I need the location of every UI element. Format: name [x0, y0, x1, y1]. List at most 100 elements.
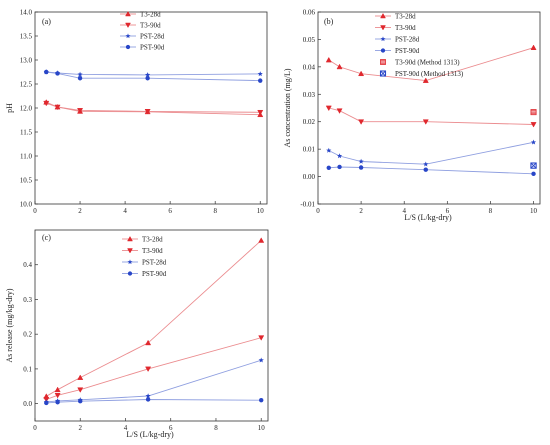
legend-marker	[125, 33, 131, 39]
y-tick-label: 0.0	[23, 400, 32, 408]
data-point	[336, 153, 343, 159]
chart-panel-2: 0 2 4 6 8 10 -0.01 0.00 0.01 0.02 0.03 0.04 0.05 0.06…	[283, 9, 541, 222]
y-axis-label: As concentration (mg/L)	[283, 68, 292, 147]
x-axis-label: L/S (L/kg-dry)	[126, 430, 174, 439]
data-point	[530, 44, 537, 50]
series-2	[43, 100, 264, 116]
legend-label: PST-90d	[140, 44, 165, 52]
plot-frame	[34, 229, 269, 422]
series-4	[44, 69, 263, 83]
data-point	[145, 339, 152, 346]
data-point	[257, 109, 264, 116]
data-point	[54, 386, 61, 393]
series-1	[43, 237, 265, 399]
data-point	[145, 76, 150, 81]
legend-label: PST-90d	[142, 270, 167, 278]
data-point	[77, 108, 84, 114]
legend-marker	[125, 10, 131, 17]
data-point	[358, 158, 364, 164]
x-tick-label: 0	[316, 207, 320, 215]
data-point	[337, 164, 342, 170]
x-tick-label: 0	[33, 424, 37, 432]
data-point	[43, 100, 50, 107]
data-point	[530, 162, 537, 169]
legend-label: PST-28d	[142, 259, 167, 267]
x-tick-label: 10	[257, 207, 265, 215]
x-tick-label: 4	[124, 424, 128, 432]
legend-label: PST-90d (Method 1313)	[395, 70, 464, 78]
y-tick-label: 11.5	[20, 129, 32, 137]
legend: T3-28d T3-90d PST-28d PST-90d	[122, 235, 167, 278]
y-tick-label: 12.0	[20, 105, 33, 113]
x-tick-label: 6	[168, 207, 172, 215]
data-point	[144, 109, 151, 115]
y-axis-label: pH	[5, 103, 14, 113]
data-point-cross-b	[530, 162, 537, 169]
x-tick-label: 6	[446, 207, 450, 215]
legend-label: T3-28d	[395, 13, 416, 21]
data-point	[77, 374, 84, 380]
legend-label: T3-90d	[142, 247, 163, 255]
y-tick-label: 12.5	[20, 81, 33, 89]
series-4	[326, 164, 536, 177]
series-line	[46, 359, 262, 403]
plot-frame	[34, 11, 268, 205]
data-point	[530, 139, 537, 145]
legend-marker	[127, 235, 133, 242]
legend: T3-28d T3-90d PST-28d PST-90d	[120, 11, 165, 52]
data-point	[145, 72, 151, 78]
data-point	[336, 63, 343, 70]
panel-label: (b)	[324, 17, 334, 26]
data-point	[422, 119, 429, 125]
x-tick-label: 10	[258, 424, 266, 432]
data-point	[358, 119, 365, 125]
y-tick-label: 0.2	[23, 331, 32, 339]
data-point	[258, 357, 264, 363]
data-point	[326, 147, 332, 153]
data-point	[423, 161, 429, 167]
series-2	[43, 335, 265, 403]
legend-label: T3-90d (Method 1313)	[395, 59, 460, 67]
data-point	[145, 393, 151, 399]
y-tick-label: 0.4	[23, 261, 32, 269]
legend: T3-28d T3-90d PST-28d PST-90d T3-90d (Method…	[375, 13, 464, 78]
plot-frame	[317, 11, 541, 205]
y-tick-label: 11.0	[20, 153, 32, 161]
series-1	[325, 44, 537, 83]
x-tick-label: 0	[33, 207, 37, 215]
panel-label: (c)	[42, 233, 51, 242]
x-tick-label: 2	[78, 424, 82, 432]
y-tick-label: 10.5	[20, 177, 33, 185]
series-line	[328, 107, 534, 125]
data-point	[358, 70, 365, 77]
data-point	[257, 71, 263, 77]
y-tick-label: 14.0	[20, 9, 33, 17]
data-point	[77, 76, 83, 81]
series-3	[326, 139, 537, 167]
panel-label: (a)	[42, 17, 51, 26]
y-tick-label: 0.1	[23, 365, 32, 373]
legend-label: PST-28d	[140, 33, 165, 41]
legend-marker	[127, 248, 133, 254]
y-tick-label: 0.04	[303, 63, 316, 71]
x-tick-label: 8	[213, 207, 217, 215]
data-point	[54, 104, 61, 111]
data-point	[145, 397, 151, 402]
y-axis-label: As release (mg/kg-dry)	[5, 288, 14, 363]
data-point	[325, 56, 332, 63]
data-point	[336, 108, 343, 114]
data-point	[531, 171, 536, 177]
series-5	[530, 109, 537, 116]
data-point	[54, 392, 61, 399]
legend-marker	[380, 36, 386, 42]
legend-marker	[380, 59, 386, 65]
legend-marker	[380, 48, 386, 53]
legend-marker	[127, 271, 133, 276]
y-tick-label: 0.00	[303, 173, 316, 181]
chart-panel-3: 0 2 4 6 8 10 0.0 0.1 0.2 0.3 0.4 (c) L/S (L/kg-dry) A…	[5, 229, 269, 439]
data-point	[77, 71, 83, 77]
y-tick-label: -0.01	[300, 201, 315, 209]
x-tick-label: 8	[489, 207, 493, 215]
y-tick-label: 13.0	[20, 57, 33, 65]
data-point	[78, 398, 83, 404]
